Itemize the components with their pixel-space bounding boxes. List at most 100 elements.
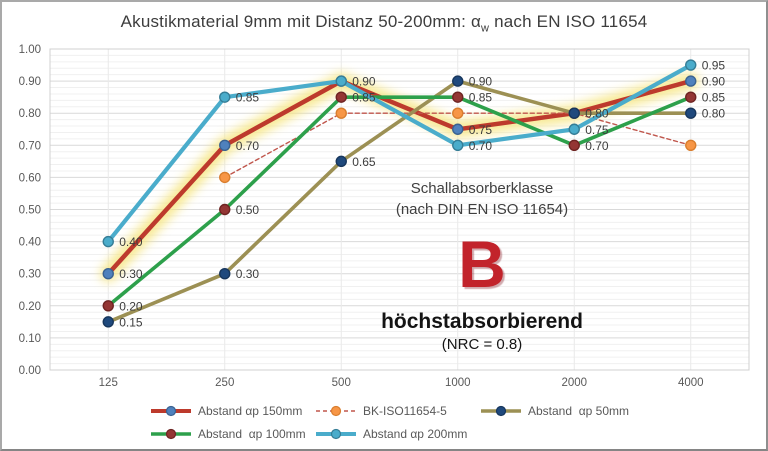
series-marker [568,107,580,119]
x-tick-label: 250 [215,377,234,389]
data-label: 0.85 [469,91,493,105]
series-marker [102,235,114,248]
legend-marker-sample [330,405,342,416]
legend-item: Abstand αp 150mm [150,404,315,418]
x-tick-label: 1000 [445,377,471,389]
data-label: 0.95 [702,59,726,73]
chart-title: Akustikmaterial 9mm mit Distanz 50-200mm… [2,12,766,34]
series-lines [102,59,697,328]
gridlines [49,48,750,371]
series-marker [219,203,231,216]
series-marker [452,91,464,103]
data-label: 0.85 [236,91,260,105]
annotation-absorber-class: Schallabsorberklasse (nach DIN EN ISO 11… [354,178,610,220]
series-line [106,79,693,324]
y-tick-label: 0.70 [19,140,41,152]
series-line [106,78,694,276]
series-marker [102,268,114,280]
x-tick-label: 4000 [678,377,704,389]
series-marker [219,91,231,103]
chart-title-prefix: Akustikmaterial 9mm mit Distanz 50-200mm… [120,12,481,31]
y-tick-label: 0.00 [19,365,41,377]
data-label: 0.90 [469,75,493,89]
data-label: 0.30 [119,267,143,281]
y-tick-label: 0.60 [19,172,41,184]
x-tick-label: 500 [332,377,351,389]
data-label: 0.20 [119,299,143,313]
series-marker [568,123,580,135]
legend-marker-sample [165,428,177,439]
data-label: 0.50 [236,203,260,217]
series-marker [102,316,114,328]
legend-label: Abstand αp 50mm [528,403,629,418]
series-marker [685,139,697,152]
data-label: 0.75 [469,123,493,137]
data-label: 0.75 [585,123,609,137]
data-label: 0.90 [352,75,376,89]
legend-item: Abstand αp 100mm [150,427,315,441]
series-marker [568,139,580,152]
series-marker [102,300,114,312]
legend-item: Abstand αp 200mm [315,427,480,441]
legend-label: Abstand αp 100mm [198,426,306,441]
y-tick-label: 1.00 [19,44,41,56]
legend-key-icon [481,405,521,416]
chart-title-suffix: nach EN ISO 11654 [489,12,648,31]
legend-key-icon [151,405,191,416]
legend-label: Abstand αp 200mm [363,426,468,441]
chart-legend: Abstand αp 150mm BK-ISO11654-5 Abstand αp … [150,399,645,445]
legend-item: Abstand αp 50mm [480,404,645,418]
series-marker [219,268,231,280]
x-tick-label: 2000 [561,377,587,389]
series-marker [219,171,231,184]
data-label: 0.85 [352,91,376,105]
annotation-class-description: höchstabsorbierend [381,310,583,333]
y-tick-label: 0.80 [19,108,41,120]
legend-label: Abstand αp 150mm [198,403,303,418]
legend-marker-sample [330,428,342,439]
series-marker [685,107,697,119]
data-label: 0.90 [702,75,726,89]
y-tick-label: 0.30 [19,269,41,281]
series-line [106,95,693,308]
legend-key-icon [151,428,191,439]
legend-item: BK-ISO11654-5 [315,404,480,418]
legend-marker-sample [165,405,177,416]
data-labels: 0.30 0.70 0.75 0.90 0.15 0.30 0.65 0.90 0.80 0.80… [119,59,725,330]
legend-row: Abstand αp 150mm BK-ISO11654-5 Abstand αp … [150,399,645,422]
series-marker [335,75,347,87]
data-label: 0.80 [702,107,726,121]
y-tick-label: 0.20 [19,301,41,313]
legend-key-icon [316,428,356,439]
data-label: 0.85 [702,91,726,105]
data-label: 0.30 [236,267,260,281]
series-marker [452,107,464,119]
series-line [106,62,693,244]
series-marker [685,91,697,103]
legend-label: BK-ISO11654-5 [363,403,447,418]
axis-tick-labels: 0.00 0.10 0.20 0.30 0.40 0.50 0.60 0.70 0.80 0.90… [19,44,704,389]
series-marker [452,139,464,152]
data-label: 0.70 [469,139,493,153]
annotation-class-line1: Schallabsorberklasse [410,180,554,197]
y-tick-label: 0.50 [19,205,41,217]
data-label: 0.80 [585,107,609,121]
series-marker [452,75,464,87]
y-tick-label: 0.10 [19,333,41,345]
series-marker [685,59,697,71]
legend-marker-sample [495,405,507,416]
annotation-class-line2: (nach DIN EN ISO 11654) [395,201,569,218]
y-tick-label: 0.90 [19,76,41,88]
plot-border [49,48,750,371]
series-marker [335,107,347,119]
x-tick-label: 125 [99,377,118,389]
annotation-class-letter: B [458,227,506,301]
series-marker [685,75,697,87]
annotation-nrc-value: (NRC = 0.8) [441,336,523,353]
series-marker [452,123,464,135]
data-label: 0.70 [585,139,609,153]
series-marker [219,139,231,152]
data-label: 0.15 [119,315,143,329]
